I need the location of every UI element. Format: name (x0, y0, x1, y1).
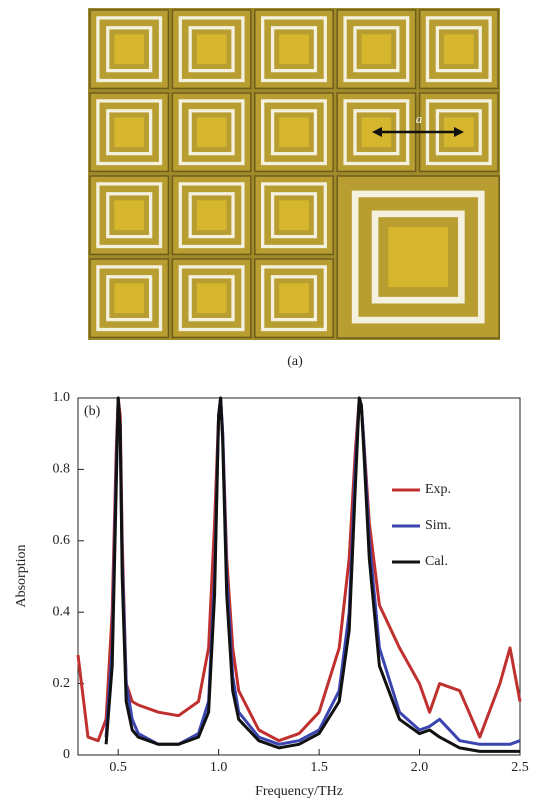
patch (196, 283, 227, 314)
ring (96, 99, 163, 166)
ring (96, 265, 163, 332)
legend-label: Sim. (425, 518, 451, 533)
series-line (76, 396, 522, 743)
ring (261, 182, 327, 249)
ring (188, 275, 235, 322)
ring (343, 16, 410, 83)
x-tick-label: 1.5 (310, 760, 328, 775)
ring (261, 16, 327, 83)
x-tick-label: 2.0 (411, 760, 429, 775)
panel-label: (b) (84, 404, 101, 419)
ring (96, 182, 163, 249)
series-line (104, 396, 521, 746)
caption-a: (a) (287, 354, 303, 369)
ring (188, 109, 235, 156)
ring (261, 99, 327, 166)
y-axis-label: Absorption (14, 545, 29, 608)
patch (114, 34, 145, 65)
x-tick-label: 2.5 (511, 760, 529, 775)
series-line (104, 396, 520, 753)
arrow-head (454, 127, 464, 137)
ring (270, 109, 318, 156)
ring (261, 265, 327, 332)
patch (443, 34, 474, 65)
legend-label: Cal. (425, 554, 448, 569)
patch (388, 227, 449, 287)
x-tick-label: 1.0 (210, 760, 228, 775)
ring (371, 210, 465, 304)
patch (361, 34, 392, 65)
period-label: a (416, 111, 423, 126)
patch (279, 117, 309, 148)
arrow-head (372, 127, 382, 137)
ring (178, 16, 245, 83)
ring (106, 192, 153, 239)
patch (114, 283, 145, 314)
ring (106, 26, 153, 73)
patch (196, 117, 227, 148)
patch (196, 200, 227, 231)
legend-label: Exp. (425, 482, 451, 497)
patch (114, 200, 145, 231)
y-tick-label: 0.6 (53, 533, 71, 548)
patch (279, 34, 309, 65)
ring (270, 275, 318, 322)
y-tick-label: 0.2 (53, 676, 71, 691)
patch (196, 34, 227, 65)
ring (178, 182, 245, 249)
ring (435, 26, 482, 73)
ring (188, 26, 235, 73)
ring (106, 109, 153, 156)
y-tick-label: 0.4 (53, 604, 71, 619)
ring (425, 16, 492, 83)
ring (178, 265, 245, 332)
ring (188, 192, 235, 239)
ring (353, 26, 400, 73)
patch (114, 117, 145, 148)
ring (270, 26, 318, 73)
ring (270, 192, 318, 239)
ring (178, 99, 245, 166)
y-tick-label: 0 (63, 747, 70, 762)
y-tick-label: 0.8 (53, 462, 71, 477)
ring (351, 190, 485, 324)
x-tick-label: 0.5 (109, 760, 127, 775)
patch (279, 283, 309, 314)
patch (279, 200, 309, 231)
plot-frame (77, 397, 521, 756)
ring (96, 16, 163, 83)
x-axis-label: Frequency/THz (255, 784, 343, 799)
y-tick-label: 1.0 (53, 390, 71, 405)
ring (106, 275, 153, 322)
metamaterial-photo (88, 8, 500, 340)
